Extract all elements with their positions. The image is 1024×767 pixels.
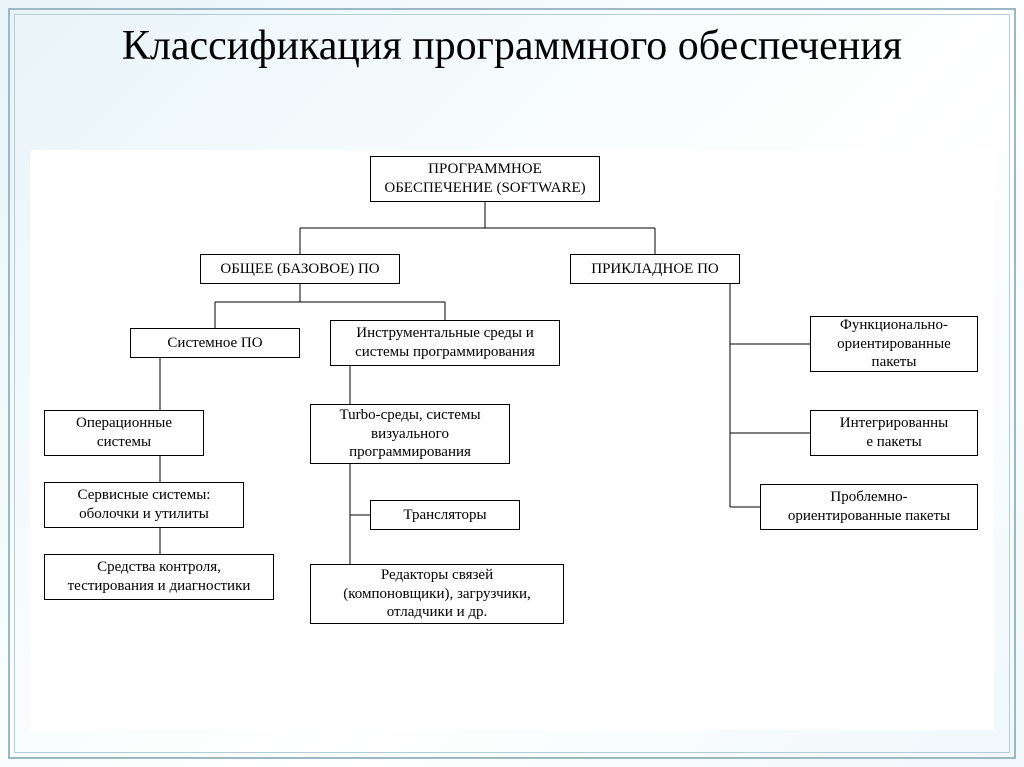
- hierarchy-diagram: ПРОГРАММНОЕОБЕСПЕЧЕНИЕ (SOFTWARE) ОБЩЕЕ (…: [30, 150, 994, 730]
- node-prob: Проблемно-ориентированные пакеты: [760, 484, 978, 530]
- node-os: Операционныесистемы: [44, 410, 204, 456]
- node-turbo: Turbo-среды, системывизуальногопрограмми…: [310, 404, 510, 464]
- node-trans: Трансляторы: [370, 500, 520, 530]
- node-root: ПРОГРАММНОЕОБЕСПЕЧЕНИЕ (SOFTWARE): [370, 156, 600, 202]
- node-integ: Интегрированные пакеты: [810, 410, 978, 456]
- node-instr: Инструментальные среды исистемы программ…: [330, 320, 560, 366]
- node-link: Редакторы связей(компоновщики), загрузчи…: [310, 564, 564, 624]
- node-func: Функционально-ориентированныепакеты: [810, 316, 978, 372]
- node-ctrl: Средства контроля,тестирования и диагнос…: [44, 554, 274, 600]
- node-app: ПРИКЛАДНОЕ ПО: [570, 254, 740, 284]
- page-title: Классификация программного обеспечения: [0, 22, 1024, 70]
- node-serv: Сервисные системы:оболочки и утилиты: [44, 482, 244, 528]
- node-sys: Системное ПО: [130, 328, 300, 358]
- node-base: ОБЩЕЕ (БАЗОВОЕ) ПО: [200, 254, 400, 284]
